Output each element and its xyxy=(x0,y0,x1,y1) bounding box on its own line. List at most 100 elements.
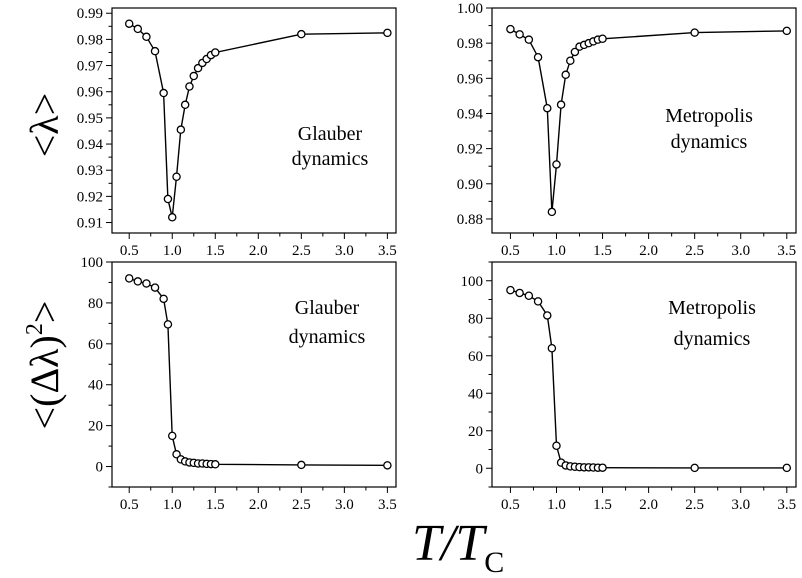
y-tick-label: 40 xyxy=(88,378,103,394)
x-tick-label: 0.5 xyxy=(120,243,139,259)
data-point xyxy=(690,463,699,473)
data-point xyxy=(383,461,392,470)
data-point xyxy=(547,207,557,217)
x-tick-label: 0.5 xyxy=(501,243,520,259)
data-point xyxy=(159,294,168,304)
y-tick-label: 0.91 xyxy=(77,216,103,232)
y-tick-label: 0.96 xyxy=(457,71,484,87)
x-tick-label: 1.0 xyxy=(547,497,566,513)
data-point xyxy=(142,32,151,42)
x-tick-label: 1.0 xyxy=(163,243,182,259)
y-tick-label: 0.93 xyxy=(77,163,103,179)
data-point xyxy=(163,194,173,204)
y-tick-label: 0.99 xyxy=(77,6,103,22)
x-tick-label: 1.5 xyxy=(593,497,612,513)
data-point xyxy=(133,277,143,286)
x-axis-label-sub: C xyxy=(484,546,504,578)
data-point xyxy=(570,47,580,57)
data-point xyxy=(515,30,524,39)
y-axis-label-bottom: <(Δλ)2> xyxy=(22,301,67,430)
y-tick-label: 0.90 xyxy=(457,177,483,193)
data-point xyxy=(180,100,190,110)
panel-annotation-line2: dynamics xyxy=(674,328,751,350)
x-tick-label: 2.0 xyxy=(639,497,658,513)
data-point xyxy=(506,285,515,295)
data-point xyxy=(561,70,570,80)
data-point xyxy=(543,311,552,320)
data-point xyxy=(556,100,566,109)
y-axis-label-bottom-sup: 2 xyxy=(22,323,48,335)
x-tick-label: 1.0 xyxy=(547,243,566,259)
y-tick-label: 0.88 xyxy=(457,212,483,228)
data-point xyxy=(524,291,534,300)
panel-annotation-line1: Glauber xyxy=(295,297,360,319)
data-point xyxy=(598,463,607,472)
panel-annotation-line1: Metropolis xyxy=(665,105,753,127)
y-tick-label: 0.94 xyxy=(457,106,484,122)
data-point xyxy=(211,460,220,469)
x-tick-label: 2.0 xyxy=(249,497,268,513)
data-point xyxy=(124,19,134,28)
data-point xyxy=(533,297,543,306)
data-point xyxy=(124,274,134,283)
panel-top-left: 0.5 1.0 1.5 2.0 2.5 3.0 3.5 0.91 0.92 0.93 0.94 0.9… xyxy=(77,6,397,259)
data-point xyxy=(176,125,186,134)
panel-annotation-line2: dynamics xyxy=(289,326,366,348)
y-tick-label: 0 xyxy=(96,460,104,476)
plot-frame xyxy=(111,261,397,488)
x-tick-label: 2.5 xyxy=(292,243,311,259)
panel-annotation-line1: Glauber xyxy=(298,123,363,145)
x-tick-label: 3.0 xyxy=(335,497,354,513)
y-tick-label: 20 xyxy=(88,419,103,435)
y-tick-label: 100 xyxy=(81,255,104,271)
data-point xyxy=(782,26,792,36)
y-tick-label: 0 xyxy=(476,461,484,477)
y-axis-label-top: <λ> xyxy=(22,93,67,158)
x-tick-label: 3.0 xyxy=(731,497,750,513)
data-point xyxy=(150,283,160,292)
x-tick-label: 3.5 xyxy=(378,497,397,513)
plot-frame xyxy=(111,7,397,234)
y-tick-label: 0.97 xyxy=(77,59,104,75)
y-axis-label-bottom-main: <(Δλ) xyxy=(22,335,67,429)
x-tick-label: 0.5 xyxy=(501,497,520,513)
x-tick-label: 2.0 xyxy=(249,243,268,259)
panel-annotation-line2: dynamics xyxy=(671,131,748,153)
data-point xyxy=(133,24,143,34)
y-tick-label: 100 xyxy=(461,274,484,290)
data-point xyxy=(543,103,552,113)
plot-frame xyxy=(491,261,797,488)
y-tick-label: 40 xyxy=(468,386,483,402)
x-tick-label: 3.0 xyxy=(731,243,750,259)
data-point xyxy=(533,52,543,62)
y-tick-label: 0.92 xyxy=(77,189,103,205)
data-point xyxy=(552,160,561,169)
data-point xyxy=(566,56,575,65)
y-tick-label: 60 xyxy=(88,337,103,353)
data-point xyxy=(167,213,177,222)
x-axis-label: T/TC xyxy=(412,515,504,578)
data-point xyxy=(383,28,392,38)
x-tick-label: 0.5 xyxy=(120,497,139,513)
x-tick-label: 2.5 xyxy=(685,243,704,259)
x-tick-label: 3.5 xyxy=(378,243,397,259)
data-point xyxy=(159,88,168,98)
y-tick-label: 80 xyxy=(468,311,483,327)
data-point xyxy=(211,48,220,57)
panel-annotation-line2: dynamics xyxy=(292,148,369,170)
x-tick-label: 1.5 xyxy=(206,497,225,513)
y-tick-label: 0.94 xyxy=(77,137,104,153)
y-tick-label: 1.00 xyxy=(457,1,483,17)
data-point xyxy=(598,34,607,44)
data-point xyxy=(297,460,306,470)
y-tick-label: 20 xyxy=(468,424,483,440)
data-point xyxy=(142,279,151,288)
data-point xyxy=(297,29,306,39)
x-tick-label: 3.5 xyxy=(777,243,796,259)
y-tick-label: 0.92 xyxy=(457,142,483,158)
data-point xyxy=(189,71,199,81)
y-tick-label: 0.98 xyxy=(77,32,103,48)
y-tick-label: 0.96 xyxy=(77,85,104,101)
series-line xyxy=(128,23,388,218)
